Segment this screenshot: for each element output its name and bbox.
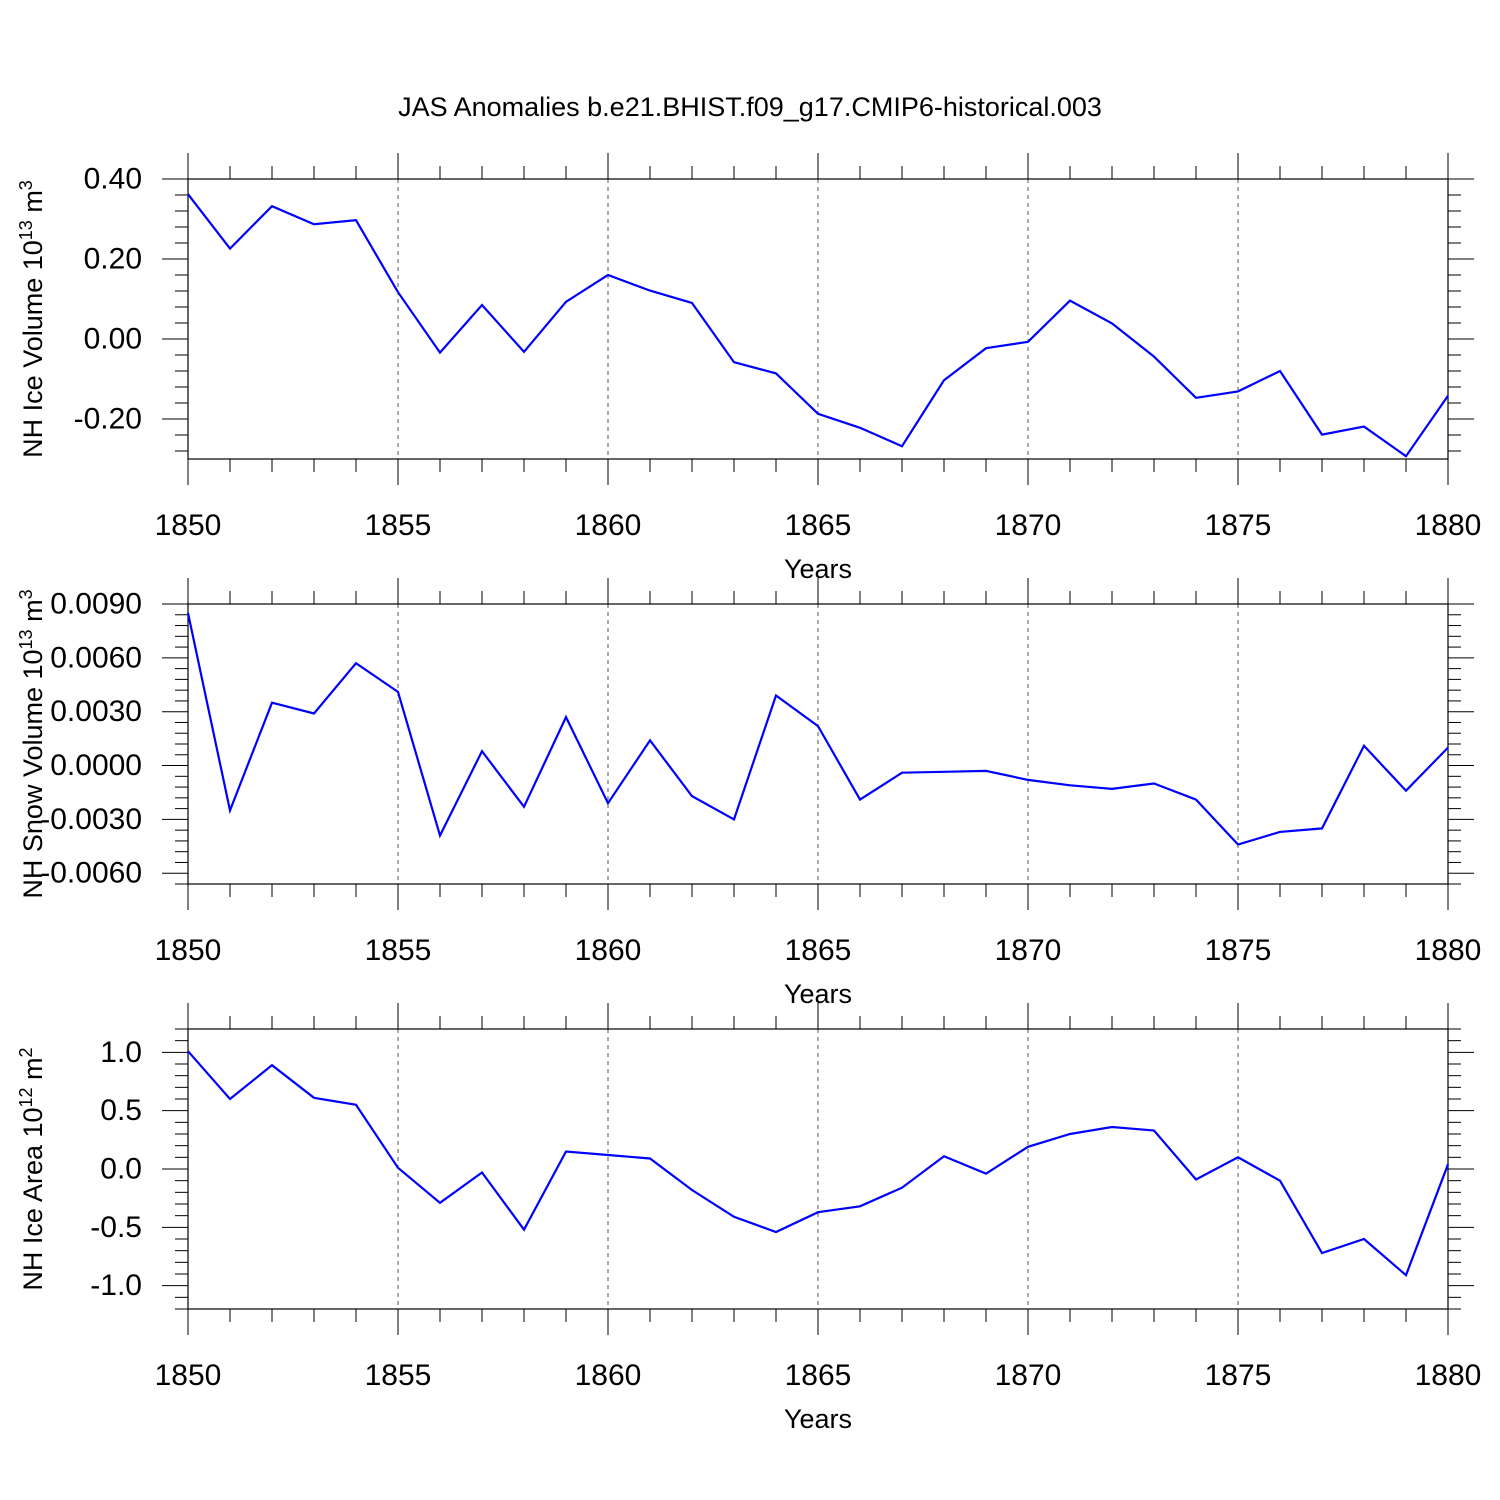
y-tick-label: 0.5: [100, 1094, 142, 1127]
y-tick-label: -1.0: [90, 1269, 142, 1302]
y-tick-label: 0.0030: [50, 695, 142, 728]
series-line: [187, 1050, 1450, 1278]
x-tick-label: 1880: [1415, 1359, 1482, 1392]
y-tick-label: 0.40: [84, 163, 142, 196]
x-tick-label: 1880: [1415, 509, 1482, 542]
series-line: [186, 612, 1449, 846]
y-axis-title-unit-exponent: 3: [16, 589, 36, 599]
x-tick-label: 1850: [155, 934, 222, 967]
y-axis-title: NH Ice Volume 1013 m3: [16, 180, 48, 458]
plot-frame: [187, 1028, 1449, 1310]
x-tick-label: 1855: [365, 509, 432, 542]
y-axis-title-text: NH Ice Volume 10: [18, 240, 48, 458]
x-tick-label: 1855: [365, 1359, 432, 1392]
y-tick-label: 0.0000: [50, 749, 142, 782]
y-tick-label: 0.0: [100, 1153, 142, 1186]
x-tick-label: 1850: [155, 509, 222, 542]
y-axis-title-exponent: 13: [16, 220, 36, 240]
x-tick-label: 1850: [155, 1359, 222, 1392]
y-tick-label: 0.20: [84, 243, 142, 276]
y-axis-title-unit-exponent: 2: [16, 1047, 36, 1057]
y-tick-label: 0.0060: [50, 641, 142, 674]
x-axis-title: Years: [784, 1404, 852, 1434]
x-tick-label: 1860: [575, 509, 642, 542]
x-tick-label: 1870: [995, 934, 1062, 967]
y-axis-title-unit-exponent: 3: [16, 180, 36, 190]
panel-snow-volume: 0.0090 0.0060 0.0030 0.0000 -0.0030 -0.0060 18…: [16, 578, 1481, 1009]
x-tick-label: 1865: [785, 509, 852, 542]
chart-title: JAS Anomalies b.e21.BHIST.f09_g17.CMIP6-…: [398, 92, 1102, 122]
y-axis-title-unit: m: [18, 190, 48, 220]
y-axis-title: NH Snow Volume 1013 m3: [16, 589, 48, 898]
x-tick-label: 1880: [1415, 934, 1482, 967]
x-tick-label: 1875: [1205, 1359, 1272, 1392]
y-axis-title-unit: m: [18, 1057, 48, 1087]
x-tick-label: 1865: [785, 1359, 852, 1392]
plot-frame: [187, 603, 1449, 885]
chart-panels: 0.40 0.20 0.00 -0.20 1850 1855 1860 1865 1870 187…: [16, 153, 1481, 1434]
x-tick-label: 1860: [575, 1359, 642, 1392]
series-line: [187, 193, 1449, 458]
panel-ice-area: 1.0 0.5 0.0 -0.5 -1.0 1850 1855 1860 1865 1870 187…: [16, 1003, 1481, 1434]
y-tick-label: -0.0060: [40, 857, 142, 890]
panel-ice-volume: 0.40 0.20 0.00 -0.20 1850 1855 1860 1865 1870 187…: [16, 153, 1481, 584]
y-axis-title-text: NH Snow Volume 10: [18, 649, 48, 898]
y-axis-title-text: NH Ice Area 10: [18, 1107, 48, 1290]
y-axis-title: NH Ice Area 1012 m2: [16, 1047, 48, 1290]
y-tick-label: 1.0: [100, 1036, 142, 1069]
x-tick-label: 1865: [785, 934, 852, 967]
x-tick-label: 1875: [1205, 509, 1272, 542]
y-tick-label: 0.0090: [50, 588, 142, 621]
plot-frame: [187, 178, 1449, 460]
x-tick-label: 1860: [575, 934, 642, 967]
x-tick-label: 1870: [995, 1359, 1062, 1392]
y-tick-label: -0.5: [90, 1211, 142, 1244]
x-tick-label: 1875: [1205, 934, 1272, 967]
y-tick-label: -0.0030: [40, 803, 142, 836]
y-axis-title-exponent: 13: [16, 629, 36, 649]
y-tick-label: 0.00: [84, 323, 142, 356]
y-tick-label: -0.20: [74, 403, 142, 436]
y-axis-title-exponent: 12: [16, 1087, 36, 1107]
x-tick-label: 1870: [995, 509, 1062, 542]
y-axis-title-unit: m: [18, 599, 48, 629]
x-tick-label: 1855: [365, 934, 432, 967]
